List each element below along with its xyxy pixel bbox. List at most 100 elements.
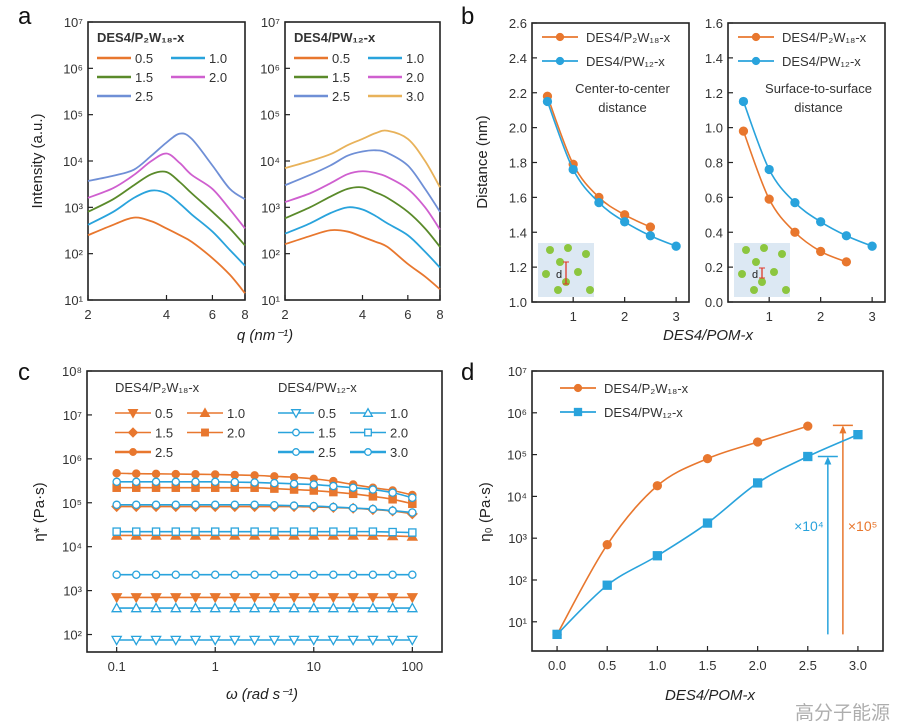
series-5 (87, 132, 246, 200)
circle-marker (738, 126, 749, 136)
plot-frame (86, 370, 443, 653)
triangle-down-marker (110, 593, 123, 604)
particle-dot (782, 286, 790, 294)
x-tick-label: 8 (241, 307, 248, 322)
circle-marker (671, 241, 681, 251)
legend-group-title: DES4/PW₁₂-x (278, 380, 357, 395)
circle-marker (867, 241, 877, 251)
legend-label: 0.5 (318, 406, 336, 421)
series-line (284, 206, 441, 269)
annotation-text: Surface-to-surface (765, 81, 872, 96)
particle-dot (742, 246, 750, 254)
triangle-down-marker (130, 635, 142, 646)
square-marker (602, 580, 612, 590)
series-2 (87, 189, 246, 267)
circle-marker (790, 197, 800, 208)
y-tick-label: 10³ (508, 531, 527, 546)
circle-marker (230, 570, 240, 579)
circle-marker (764, 194, 774, 204)
circle-marker (408, 570, 417, 579)
distance-label: d (556, 269, 562, 281)
y-axis-label: η* (Pa·s) (31, 482, 48, 541)
series-line (87, 132, 246, 200)
circle-marker (309, 501, 319, 511)
circle-marker (171, 469, 181, 479)
circle-marker (645, 231, 656, 241)
legend: DES4/P₂W₁₈-x DES4/PW₁₂-x 0.5 1.0 1.5 2.0 2.5 0.… (115, 380, 408, 460)
circle-marker (191, 500, 200, 510)
legend-label: DES4/PW₁₂-x (604, 405, 683, 420)
circle-marker (368, 485, 378, 494)
particle-dot (546, 246, 554, 254)
circle-marker (151, 469, 161, 479)
square-marker (151, 527, 161, 536)
circle-marker (752, 437, 763, 447)
series-line (284, 149, 441, 213)
subplot-a-1: 2 4 6 8 10¹ 10² 10³ 10⁴ 10⁵ 10⁶ 10⁷ DES4/P₂W₁₈-x 0.5… (63, 15, 249, 322)
series-2 (284, 206, 441, 269)
y-tick-label: 1.2 (705, 86, 723, 101)
circle-marker (309, 480, 319, 489)
series-10 (112, 500, 417, 517)
fold-increase-label: ×10⁴ (794, 518, 824, 534)
lattice-inset: d (734, 243, 790, 297)
circle-marker (210, 470, 220, 479)
x-axis-label: ω (rad s⁻¹) (226, 686, 298, 703)
circle-marker (309, 570, 319, 579)
y-tick-label: 10⁸ (62, 364, 82, 379)
square-marker (368, 527, 378, 536)
triangle-down-marker (229, 635, 241, 646)
circle-marker (620, 217, 630, 227)
x-axis-label: DES4/POM-x (665, 687, 756, 704)
circle-marker (364, 448, 372, 456)
particle-dot (564, 244, 572, 252)
y-tick-label: 10² (508, 573, 527, 588)
series-line (742, 101, 873, 247)
fold-increase-arrow: ×10⁵ (832, 424, 877, 635)
y-tick-label: 10³ (63, 584, 82, 599)
circle-marker (230, 477, 240, 487)
triangle-up-marker (386, 602, 399, 613)
triangle-up-marker (327, 602, 340, 613)
triangle-up-marker (248, 602, 261, 613)
x-tick-label: 6 (209, 307, 216, 322)
circle-marker (568, 164, 578, 175)
circle-marker (816, 246, 826, 257)
y-tick-label: 10⁴ (260, 154, 280, 169)
circle-marker (250, 471, 259, 480)
circle-marker (751, 32, 761, 42)
square-marker (309, 527, 319, 536)
triangle-down-marker (288, 593, 300, 604)
y-tick-label: 1.0 (705, 121, 723, 136)
circle-marker (131, 570, 141, 579)
circle-marker (129, 448, 137, 456)
x-tick-label: 1 (212, 659, 219, 674)
y-tick-label: 10² (261, 247, 280, 262)
series-2 (542, 96, 681, 251)
legend-label: DES4/P₂W₁₈-x (604, 381, 689, 396)
series-1 (110, 593, 419, 604)
circle-marker (289, 479, 299, 489)
legend-label: 2.5 (318, 445, 336, 460)
y-tick-label: 1.4 (705, 51, 723, 66)
square-marker (112, 527, 121, 536)
triangle-down-marker (308, 635, 320, 646)
triangle-up-marker (288, 602, 300, 613)
y-tick-label: 1.0 (509, 295, 527, 310)
series-line (546, 101, 677, 247)
triangle-up-marker (209, 602, 221, 613)
triangle-down-marker (189, 593, 202, 604)
x-tick-label: 1 (570, 309, 577, 324)
series-line (87, 152, 246, 230)
triangle-down-marker (127, 409, 139, 419)
circle-marker (289, 570, 299, 579)
particle-dot (752, 258, 760, 266)
legend-label: 2.5 (135, 89, 153, 104)
circle-marker (250, 478, 259, 487)
triangle-down-marker (347, 635, 359, 646)
y-tick-label: 10¹ (508, 615, 527, 630)
y-tick-label: 0.0 (705, 295, 723, 310)
triangle-up-marker (170, 602, 182, 613)
legend: DES4/P₂W₁₈-x 0.5 1.0 1.5 2.0 2.5 (97, 30, 227, 104)
